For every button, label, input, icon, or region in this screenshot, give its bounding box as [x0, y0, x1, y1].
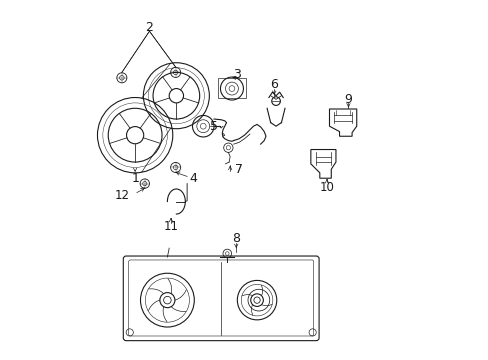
Text: 9: 9	[344, 93, 352, 106]
Text: 8: 8	[232, 232, 240, 245]
Text: 5: 5	[209, 120, 218, 133]
Text: 10: 10	[319, 181, 334, 194]
Text: 7: 7	[235, 163, 243, 176]
Text: 4: 4	[189, 172, 197, 185]
Text: 3: 3	[232, 68, 240, 81]
Text: 1: 1	[131, 172, 139, 185]
Text: 12: 12	[115, 189, 130, 202]
Text: 6: 6	[270, 78, 278, 91]
Text: 11: 11	[163, 220, 178, 233]
Text: 2: 2	[145, 21, 153, 34]
